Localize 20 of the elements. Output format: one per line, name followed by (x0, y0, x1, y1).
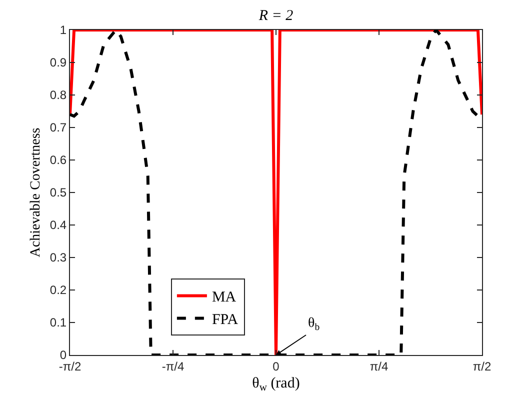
y-tick-label: 0.2 (50, 283, 67, 298)
y-tick-label: 0.9 (50, 56, 67, 70)
y-tick-label: 1 (60, 23, 67, 38)
x-tick-label: π/2 (472, 359, 492, 374)
y-tick-label: 0.3 (50, 250, 67, 265)
y-tick-label: 0.7 (50, 120, 67, 135)
x-tick-label: π/4 (370, 359, 388, 374)
y-tick-label: 0.6 (50, 153, 67, 168)
x-tick-label: 0 (272, 359, 280, 374)
chart-title: R = 2 (258, 8, 294, 24)
legend-label: FPA (212, 312, 238, 328)
annotation: θ$_{b}$ (308, 316, 320, 333)
y-tick-label: 0.8 (50, 88, 67, 102)
y-tick-label: 0.4 (50, 218, 67, 232)
y-axis-title: Achievable Covertness (28, 128, 44, 258)
x-axis-title: θ$_{w}$ (rad) (252, 375, 300, 394)
y-tick-label: 0.5 (50, 186, 67, 200)
x-tick-label: -π/4 (162, 359, 184, 374)
y-tick-label: 0.1 (50, 316, 67, 330)
legend-label: MA (212, 290, 236, 306)
